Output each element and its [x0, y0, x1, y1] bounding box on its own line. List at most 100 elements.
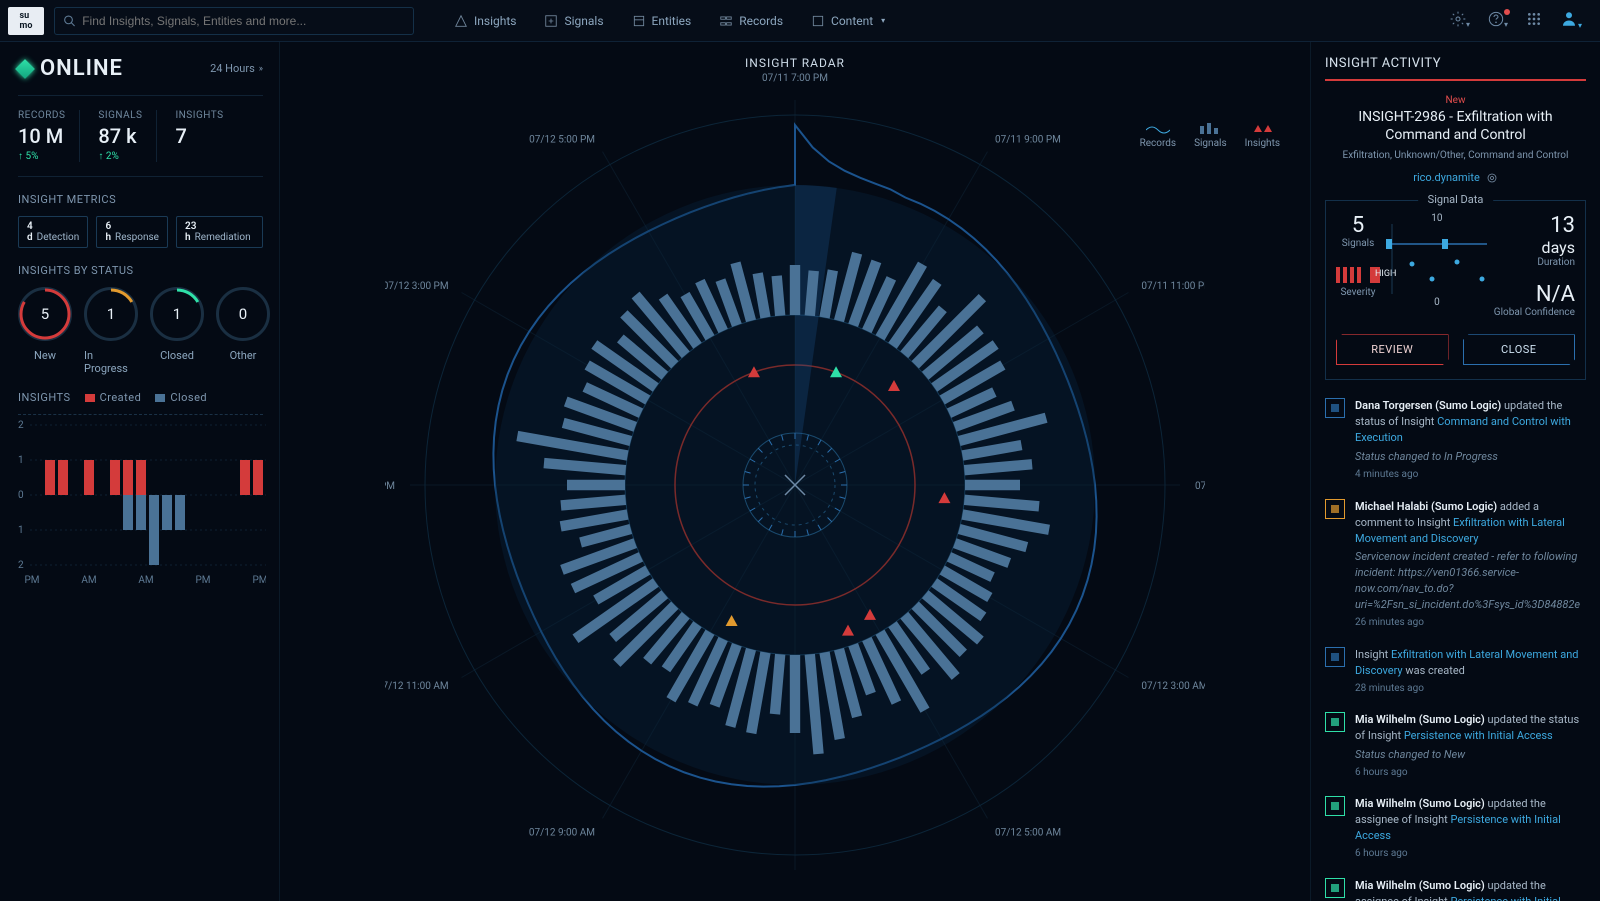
radar-title: INSIGHT RADAR [280, 42, 1310, 70]
status-circle-closed[interactable]: 1 Closed [150, 287, 204, 375]
feed-item-icon [1325, 499, 1345, 519]
feed-item-body: Michael Halabi (Sumo Logic) added a comm… [1355, 499, 1582, 631]
feed-item[interactable]: Insight Exfiltration with Lateral Moveme… [1325, 647, 1582, 696]
help-icon[interactable]: ▾ [1488, 11, 1508, 30]
radar-subtitle: 07/11 7:00 PM [280, 73, 1310, 84]
svg-text:PM: PM [252, 575, 266, 585]
insight-card: New INSIGHT-2986 - Exfiltration with Com… [1325, 95, 1586, 184]
review-button[interactable]: REVIEW [1336, 334, 1449, 365]
tab-records[interactable]: Records [719, 14, 783, 28]
svg-text:07/11 7:00 PM: 07/11 7:00 PM [762, 90, 828, 92]
feed-item[interactable]: Michael Halabi (Sumo Logic) added a comm… [1325, 499, 1582, 631]
severity-bars: HIGH [1336, 267, 1380, 283]
confidence-scale: 10 0 [1382, 213, 1492, 308]
radar-legend-item: Signals [1194, 122, 1227, 149]
radar-chart: 07/11 7:00 PM 07/11 9:00 PM 07/11 11:00 PM… [385, 90, 1205, 880]
insight-title: INSIGHT-2986 - Exfiltration with Command… [1325, 108, 1586, 144]
feed-item[interactable]: Mia Wilhelm (Sumo Logic) updated the sta… [1325, 712, 1582, 780]
insights-chart-header: INSIGHTS CreatedClosed [18, 391, 263, 404]
svg-text:07/12 11:00 AM: 07/12 11:00 AM [385, 681, 449, 692]
feed-item-icon [1325, 398, 1345, 418]
svg-text:07/12 9:00 AM: 07/12 9:00 AM [529, 827, 595, 838]
radar-legend-item: Records [1140, 122, 1177, 149]
entities-icon [632, 14, 646, 28]
svg-text:AM: AM [81, 575, 96, 585]
feed-item-body: Mia Wilhelm (Sumo Logic) updated the ass… [1355, 878, 1582, 901]
insights-by-status-title: INSIGHTS BY STATUS [18, 264, 263, 277]
topbar: sumo Insights Signals Entities Records C… [0, 0, 1600, 42]
feed-item-body: Mia Wilhelm (Sumo Logic) updated the sta… [1355, 712, 1582, 780]
settings-icon[interactable]: ▾ [1450, 11, 1470, 30]
search-box[interactable] [54, 7, 414, 35]
signals-icon [544, 14, 558, 28]
tab-signals[interactable]: Signals [544, 14, 603, 28]
topbar-right: ▾ ▾ ▾ [1450, 10, 1592, 31]
svg-text:PM: PM [24, 575, 39, 585]
svg-text:2: 2 [18, 420, 24, 431]
status-circle-new[interactable]: 5 New [18, 287, 72, 375]
feed-item-icon [1325, 712, 1345, 732]
duration-cell: 13 days Duration N/A Global Confidence [1494, 213, 1575, 318]
search-input[interactable] [82, 14, 405, 28]
insight-metrics-title: INSIGHT METRICS [18, 193, 263, 206]
content-icon [811, 14, 825, 28]
activity-feed[interactable]: Dana Torgersen (Sumo Logic) updated the … [1325, 398, 1586, 901]
insight-user[interactable]: rico.dynamite [1413, 171, 1498, 184]
metric-pills: 4 dDetection6 hResponse23 hRemediation [18, 216, 263, 248]
tab-insights[interactable]: Insights [454, 14, 516, 28]
svg-text:AM: AM [138, 575, 153, 585]
feed-item-body: Insight Exfiltration with Lateral Moveme… [1355, 647, 1582, 696]
svg-text:07/11 11:00 PM: 07/11 11:00 PM [1141, 281, 1205, 292]
kpi-signals: SIGNALS 87 k 2% [98, 110, 157, 162]
feed-item-icon [1325, 878, 1345, 898]
feed-item-body: Dana Torgersen (Sumo Logic) updated the … [1355, 398, 1582, 482]
kpi-row: RECORDS 10 M 5% SIGNALS 87 k 2% INSIGHTS… [18, 95, 263, 177]
tab-content[interactable]: Content▾ [811, 14, 885, 28]
status-online: ONLINE [18, 56, 123, 81]
status-circle-in-progress[interactable]: 1 In Progress [84, 287, 138, 375]
apps-icon[interactable] [1526, 11, 1542, 30]
svg-text:07/12 1:00 AM: 07/12 1:00 AM [1195, 481, 1205, 492]
legend-item: Created [85, 391, 142, 404]
kpi-records: RECORDS 10 M 5% [18, 110, 80, 162]
svg-text:07/12 5:00 PM: 07/12 5:00 PM [529, 135, 595, 146]
svg-text:0: 0 [18, 490, 24, 501]
svg-text:2: 2 [18, 560, 24, 571]
target-icon [1486, 172, 1498, 184]
nav-tabs: Insights Signals Entities Records Conten… [454, 14, 885, 28]
svg-text:07/12 5:00 AM: 07/12 5:00 AM [995, 827, 1061, 838]
svg-text:07/12 1:00 PM: 07/12 1:00 PM [385, 481, 395, 492]
metric-pill: 23 hRemediation [176, 216, 263, 248]
records-icon [719, 14, 733, 28]
status-circle-other[interactable]: 0 Other [216, 287, 270, 375]
feed-item[interactable]: Mia Wilhelm (Sumo Logic) updated the ass… [1325, 796, 1582, 861]
left-panel: ONLINE 24 Hours » RECORDS 10 M 5% SIGNAL… [0, 42, 280, 901]
close-button[interactable]: CLOSE [1463, 334, 1576, 365]
new-tag: New [1325, 95, 1586, 106]
online-indicator-icon [15, 59, 35, 79]
kpi-insights: INSIGHTS 7 [175, 110, 237, 162]
metric-pill: 4 dDetection [18, 216, 88, 248]
svg-text:1: 1 [18, 525, 24, 536]
feed-item[interactable]: Mia Wilhelm (Sumo Logic) updated the ass… [1325, 878, 1582, 901]
user-icon[interactable]: ▾ [1560, 10, 1582, 31]
status-label: ONLINE [40, 56, 123, 81]
activity-divider [1325, 79, 1586, 81]
tab-entities[interactable]: Entities [632, 14, 692, 28]
signal-data-box: Signal Data 5 Signals HIGH Severity 10 [1325, 200, 1586, 380]
insight-categories: Exfiltration, Unknown/Other, Command and… [1325, 150, 1586, 161]
insights-icon [454, 14, 468, 28]
feed-item-icon [1325, 796, 1345, 816]
svg-text:07/11 9:00 PM: 07/11 9:00 PM [995, 135, 1061, 146]
insights-mini-chart: 21012PMAMAMPMPM [18, 414, 263, 584]
signals-count: 5 Signals HIGH Severity [1336, 213, 1380, 298]
svg-text:PM: PM [195, 575, 210, 585]
radar-panel: INSIGHT RADAR 07/11 7:00 PM Records Signa… [280, 42, 1310, 901]
signal-data-title: Signal Data [1418, 193, 1494, 206]
logo[interactable]: sumo [8, 7, 44, 35]
insights-chart-title: INSIGHTS [18, 391, 71, 404]
feed-item[interactable]: Dana Torgersen (Sumo Logic) updated the … [1325, 398, 1582, 482]
svg-text:07/12 3:00 AM: 07/12 3:00 AM [1141, 681, 1205, 692]
time-range-select[interactable]: 24 Hours » [210, 62, 263, 75]
feed-item-body: Mia Wilhelm (Sumo Logic) updated the ass… [1355, 796, 1582, 861]
